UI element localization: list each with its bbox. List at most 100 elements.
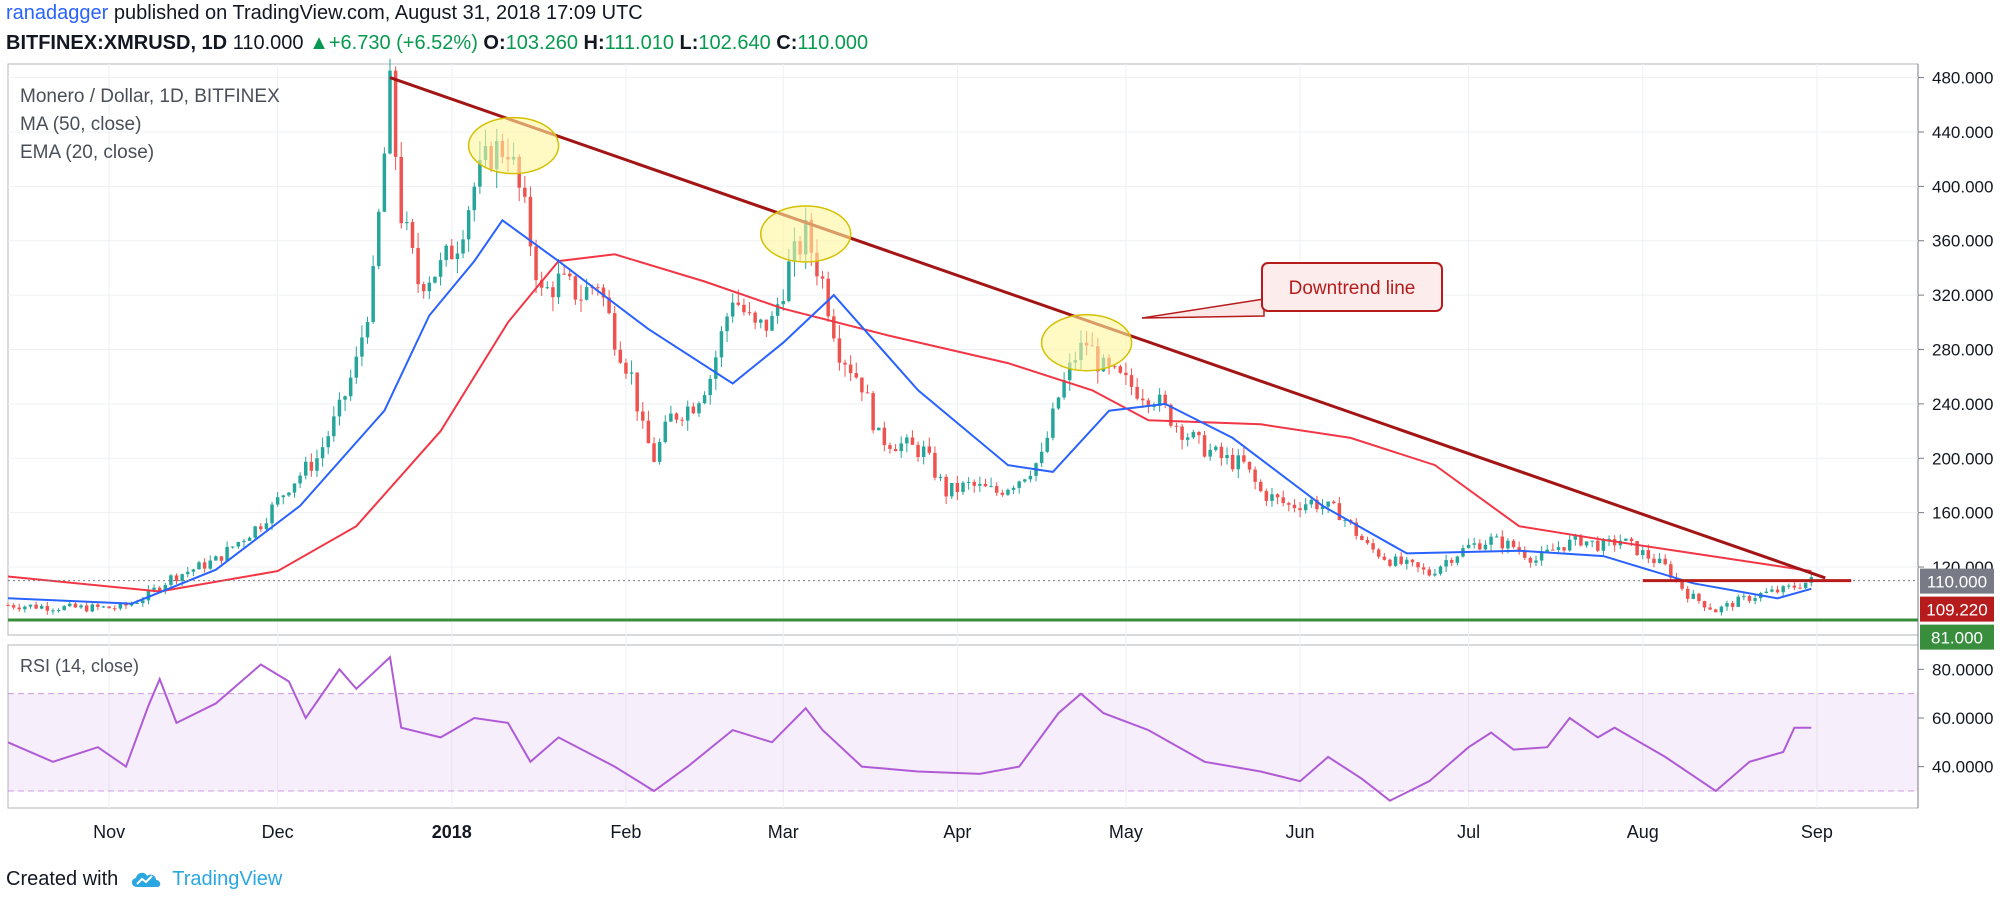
candle-body xyxy=(714,357,718,379)
candle-body xyxy=(1169,404,1173,426)
price-tick-label: 200.000 xyxy=(1932,449,1993,468)
candle-body xyxy=(1528,557,1533,563)
candle-body xyxy=(1663,558,1667,565)
author-link[interactable]: ranadagger xyxy=(6,2,109,24)
candle-body xyxy=(635,372,639,412)
candle-body xyxy=(1590,540,1594,542)
change-arrow: ▲ xyxy=(309,32,329,54)
candle-body xyxy=(719,331,724,358)
candle-body xyxy=(1332,501,1336,504)
candle-body xyxy=(1309,499,1314,505)
candle-body xyxy=(938,476,943,478)
candle-body xyxy=(1730,603,1735,607)
candle-body xyxy=(781,301,785,305)
candle-body xyxy=(1483,544,1488,550)
price-badge xyxy=(1920,596,1994,622)
candle-body xyxy=(568,273,572,277)
candle-body xyxy=(1000,492,1005,495)
candle-body xyxy=(882,427,887,446)
candle-body xyxy=(45,606,50,611)
candle-body xyxy=(466,210,471,240)
close-value: 110.000 xyxy=(797,32,869,54)
candle-body xyxy=(152,587,156,590)
candle-body xyxy=(972,481,976,486)
candle-body xyxy=(983,483,988,487)
candle-body xyxy=(837,338,842,363)
candle-body xyxy=(601,287,606,298)
candle-body xyxy=(534,246,538,281)
candle-body xyxy=(657,442,662,462)
candle-body xyxy=(1337,503,1342,521)
candle-body xyxy=(1208,449,1212,457)
candle-body xyxy=(478,159,482,187)
candle-body xyxy=(186,571,190,575)
open-label: O: xyxy=(483,32,506,54)
candle-body xyxy=(197,562,201,570)
highlight-ellipse xyxy=(759,205,852,263)
candle-body xyxy=(343,396,347,400)
candle-body xyxy=(815,252,819,277)
candle-body xyxy=(1798,587,1802,589)
candle-body xyxy=(377,211,381,267)
candle-body xyxy=(309,461,314,471)
candle-body xyxy=(899,443,903,452)
candle-body xyxy=(775,304,780,316)
price-tick-label: 480.000 xyxy=(1932,69,1993,88)
candle-body xyxy=(202,562,207,569)
candle-body xyxy=(1354,522,1358,536)
candle-body xyxy=(438,260,443,277)
candle-body xyxy=(1416,562,1420,568)
candle-body xyxy=(893,448,898,452)
x-tick-label: Dec xyxy=(262,822,294,842)
tradingview-logo[interactable]: TradingView xyxy=(128,867,282,891)
highlight-ellipse xyxy=(467,116,560,175)
callout-label: Downtrend line xyxy=(1289,278,1416,299)
candle-body xyxy=(68,603,72,607)
candle-body xyxy=(1725,603,1729,607)
candle-body xyxy=(1135,386,1139,399)
candle-body xyxy=(1393,556,1398,566)
candle-body xyxy=(989,486,993,488)
candle-body xyxy=(253,526,257,538)
candle-body xyxy=(39,606,44,609)
candle-body xyxy=(1225,454,1229,459)
candle-body xyxy=(1787,585,1791,587)
candle-body xyxy=(641,411,645,421)
candle-body xyxy=(472,186,477,211)
legend-ema: EMA (20, close) xyxy=(20,142,154,163)
candle-body xyxy=(1685,588,1690,599)
candle-body xyxy=(584,287,589,300)
created-with-text: Created with xyxy=(6,867,119,890)
candle-body xyxy=(1517,547,1521,551)
candle-body xyxy=(1635,541,1639,556)
candle-body xyxy=(865,392,870,394)
low-label: L: xyxy=(679,32,699,54)
last-price: 110.000 xyxy=(232,32,304,54)
candle-body xyxy=(1039,451,1044,464)
rsi-label: RSI (14, close) xyxy=(20,656,139,676)
candle-body xyxy=(612,313,617,350)
ma50-line xyxy=(7,253,1812,593)
candle-body xyxy=(730,302,735,317)
candle-body xyxy=(978,483,982,486)
candle-body xyxy=(551,287,555,298)
published-text: published on TradingView.com, August 31,… xyxy=(113,2,643,24)
legend-title: Monero / Dollar, 1D, BITFINEX xyxy=(20,86,280,107)
candle-body xyxy=(1753,598,1757,601)
indicator-lines xyxy=(7,218,1812,802)
candle-body xyxy=(1455,556,1460,563)
highlight-ellipse xyxy=(1040,313,1133,372)
rsi-tick-label: 40.0000 xyxy=(1932,758,1993,777)
candle-body xyxy=(1539,551,1544,561)
close-label: C: xyxy=(776,32,798,54)
candle-body xyxy=(1624,538,1628,541)
candle-body xyxy=(1646,550,1651,559)
candle-body xyxy=(191,569,196,572)
candle-body xyxy=(270,504,274,524)
candle-body xyxy=(118,603,123,609)
candle-body xyxy=(1371,543,1375,550)
candle-body xyxy=(219,556,224,561)
symbol-name: BITFINEX:XMRUSD, 1D xyxy=(6,32,228,54)
candle-body xyxy=(1281,497,1285,504)
